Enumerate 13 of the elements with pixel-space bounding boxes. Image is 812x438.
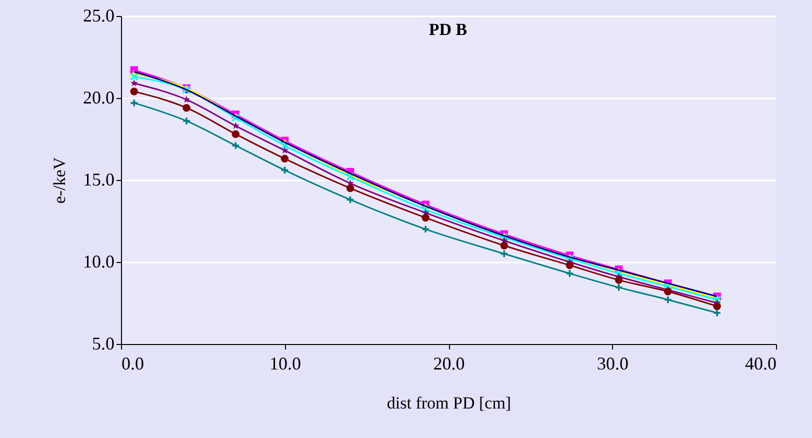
x-tick-label: 20.0: [433, 354, 465, 374]
x-axis-title: dist from PD [cm]: [386, 394, 512, 412]
y-axis-title: e-/keV: [50, 156, 69, 204]
x-tick-label: 30.0: [597, 354, 628, 374]
y-tick-label: 15.0: [83, 170, 114, 190]
y-tick-label: 20.0: [83, 88, 114, 108]
x-tick-label: 40.0: [745, 354, 776, 374]
y-tick-label: 5.0: [92, 334, 114, 354]
x-tick-label: 10.0: [270, 354, 301, 374]
x-tick-label: 0.0: [122, 354, 144, 374]
y-tick-label: 25.0: [83, 6, 114, 26]
chart-title: PD B: [428, 20, 468, 39]
y-tick-label: 10.0: [83, 252, 114, 272]
